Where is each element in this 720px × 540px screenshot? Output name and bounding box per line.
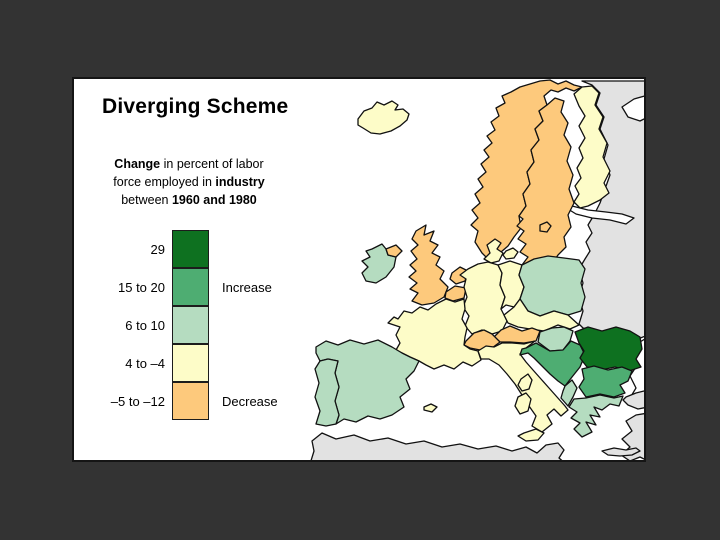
country-yugoslavia xyxy=(519,340,586,387)
country-sardinia xyxy=(514,392,532,415)
country-finland xyxy=(573,85,611,209)
map-figure-panel: Diverging Scheme Change in percent of la… xyxy=(72,77,646,462)
country-hungary xyxy=(537,326,574,352)
country-crete xyxy=(601,447,641,457)
country-albania xyxy=(560,379,578,407)
legend-annotation: Decrease xyxy=(222,393,278,409)
legend-class-label: 29 xyxy=(150,241,165,257)
legend-row: 15 to 20 Increase xyxy=(74,268,278,306)
legend-swatch xyxy=(172,230,209,268)
country-northern-ireland xyxy=(385,244,403,258)
country-denmark xyxy=(483,238,504,264)
legend-row: 6 to 10 xyxy=(74,306,278,344)
country-romania xyxy=(574,326,643,372)
country-corsica xyxy=(517,373,533,392)
figure-title: Diverging Scheme xyxy=(102,95,289,118)
country-north-africa xyxy=(310,432,565,460)
country-zealand-island xyxy=(502,247,519,260)
country-sicily xyxy=(517,428,545,442)
legend-swatch xyxy=(172,268,209,306)
legend-swatch xyxy=(172,306,209,344)
country-belgium xyxy=(444,285,467,302)
legend-row: 29 xyxy=(74,230,278,268)
legend-swatch xyxy=(172,344,209,382)
legend-class-label: –5 to –12 xyxy=(110,393,165,409)
country-czechoslovakia xyxy=(503,298,580,332)
country-gotland-island xyxy=(539,221,552,233)
white-sea xyxy=(621,95,644,122)
legend-row: 4 to –4 xyxy=(74,344,278,382)
country-bulgaria xyxy=(578,365,633,398)
country-portugal xyxy=(314,358,340,427)
figure-subtitle: Change in percent of labor force employed… xyxy=(113,157,265,207)
country-turkey-anatolia xyxy=(620,413,644,460)
country-west-germany xyxy=(459,261,508,335)
legend: 29 15 to 20 Increase 6 to 10 4 to –4 –5 … xyxy=(74,230,278,420)
country-greece xyxy=(568,394,624,438)
country-balearic-islands xyxy=(423,403,438,413)
country-turkey-europe xyxy=(622,390,644,410)
country-austria xyxy=(493,325,541,344)
legend-swatch xyxy=(172,382,209,420)
country-poland xyxy=(518,255,586,317)
legend-class-label: 6 to 10 xyxy=(125,317,165,333)
country-iceland xyxy=(357,100,410,135)
gulf-of-finland xyxy=(567,205,635,225)
legend-row: –5 to –12 Decrease xyxy=(74,382,278,420)
legend-class-label: 4 to –4 xyxy=(125,355,165,371)
country-united-kingdom xyxy=(408,224,449,306)
legend-class-label: 15 to 20 xyxy=(118,279,165,295)
legend-annotation: Increase xyxy=(222,279,272,295)
europe-map xyxy=(74,79,644,460)
